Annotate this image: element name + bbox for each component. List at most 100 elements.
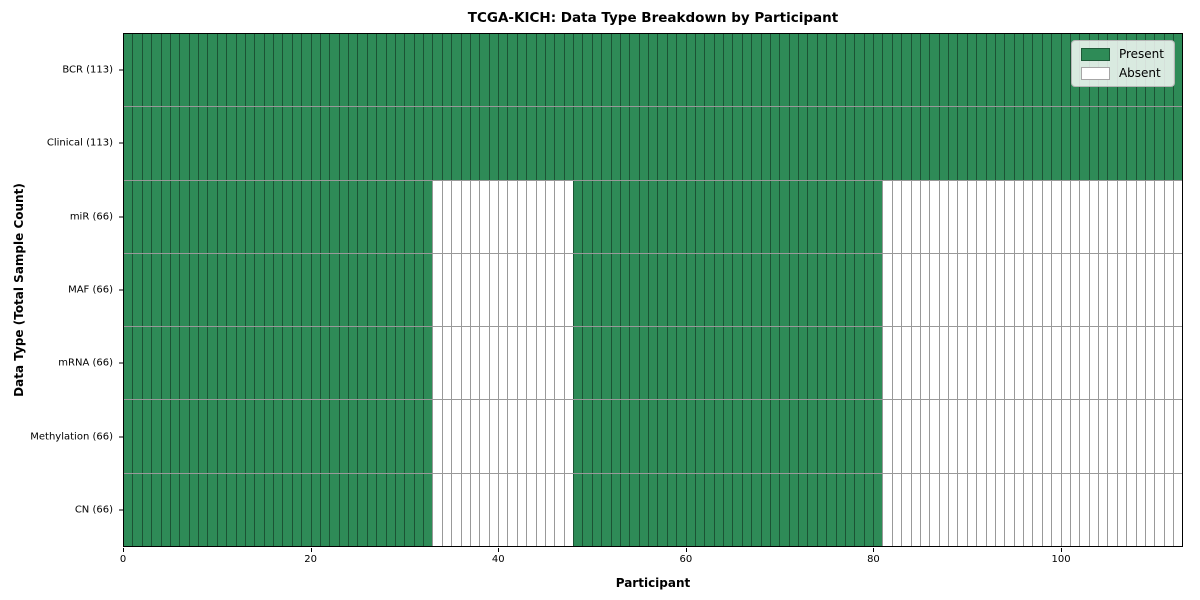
cell-absent xyxy=(507,473,517,546)
cell-present xyxy=(676,253,686,327)
cell-absent xyxy=(919,180,930,253)
cell-present xyxy=(873,107,883,180)
cell-present xyxy=(235,34,245,107)
cell-present xyxy=(160,180,170,253)
cell-present xyxy=(816,473,827,546)
cell-present xyxy=(301,327,311,400)
cell-present xyxy=(338,34,348,107)
cell-present xyxy=(873,473,883,546)
cell-present xyxy=(244,34,255,107)
cell-present xyxy=(329,253,339,327)
cell-present xyxy=(179,473,189,546)
cell-absent xyxy=(469,473,480,546)
cell-present xyxy=(376,107,386,180)
cell-present xyxy=(124,180,133,253)
cell-absent xyxy=(1023,400,1033,473)
cell-present xyxy=(124,473,133,546)
cell-absent xyxy=(507,400,517,473)
cell-present xyxy=(404,253,414,327)
cell-present xyxy=(694,400,705,473)
cell-absent xyxy=(1126,253,1136,327)
cell-present xyxy=(713,327,723,400)
cell-present xyxy=(638,180,648,253)
cell-present xyxy=(854,180,864,253)
cell-absent xyxy=(910,400,920,473)
cell-absent xyxy=(1116,180,1127,253)
cell-present xyxy=(610,327,620,400)
cell-present xyxy=(835,253,845,327)
cell-present xyxy=(629,400,639,473)
cell-absent xyxy=(1135,400,1145,473)
cell-present xyxy=(413,400,423,473)
plot-area: Present Absent xyxy=(123,33,1183,547)
cell-present xyxy=(404,107,414,180)
cell-present xyxy=(741,473,752,546)
cell-present xyxy=(938,34,948,107)
cell-absent xyxy=(1126,473,1136,546)
cell-absent xyxy=(1004,180,1014,253)
cell-present xyxy=(273,327,283,400)
cell-present xyxy=(769,180,780,253)
cell-absent xyxy=(938,327,948,400)
cell-present xyxy=(844,327,855,400)
cell-absent xyxy=(469,253,480,327)
cell-present xyxy=(573,327,583,400)
cell-absent xyxy=(1004,327,1014,400)
cell-present xyxy=(854,400,864,473)
cell-absent xyxy=(544,400,555,473)
cell-present xyxy=(713,473,723,546)
cell-absent xyxy=(1135,180,1145,253)
cell-present xyxy=(798,180,808,253)
cell-present xyxy=(301,107,311,180)
cell-absent xyxy=(1051,400,1061,473)
cell-present xyxy=(198,473,208,546)
cell-present xyxy=(160,400,170,473)
cell-absent xyxy=(901,473,911,546)
cell-absent xyxy=(1079,327,1089,400)
cell-present xyxy=(863,327,873,400)
cell-present xyxy=(760,107,770,180)
cell-present xyxy=(901,107,911,180)
cell-present xyxy=(282,107,292,180)
cell-present xyxy=(423,473,433,546)
cell-present xyxy=(985,107,995,180)
cell-present xyxy=(826,400,836,473)
cell-present xyxy=(451,34,461,107)
cell-absent xyxy=(938,473,948,546)
cell-present xyxy=(554,107,564,180)
cell-present xyxy=(357,327,367,400)
cell-present xyxy=(966,107,977,180)
cell-present xyxy=(357,473,367,546)
cell-absent xyxy=(507,327,517,400)
cell-present xyxy=(666,180,677,253)
cell-present xyxy=(188,253,198,327)
x-tick-mark xyxy=(1061,548,1063,552)
cell-present xyxy=(244,107,255,180)
cell-absent xyxy=(985,180,995,253)
cell-absent xyxy=(1060,180,1070,253)
cell-present xyxy=(648,473,658,546)
cell-present xyxy=(282,400,292,473)
cell-present xyxy=(713,253,723,327)
cell-present xyxy=(713,180,723,253)
cell-absent xyxy=(976,473,986,546)
cell-present xyxy=(994,34,1005,107)
cell-present xyxy=(854,34,864,107)
cell-present xyxy=(404,180,414,253)
cell-present xyxy=(282,327,292,400)
x-tick-label: 0 xyxy=(119,554,127,565)
cell-present xyxy=(263,400,273,473)
legend: Present Absent xyxy=(1070,40,1175,87)
cell-present xyxy=(657,327,667,400)
cell-present xyxy=(291,400,302,473)
cell-present xyxy=(423,253,433,327)
cell-absent xyxy=(891,400,902,473)
cell-absent xyxy=(919,473,930,546)
cell-absent xyxy=(516,473,527,546)
cell-present xyxy=(413,34,423,107)
cell-present xyxy=(676,400,686,473)
cell-absent xyxy=(938,180,948,253)
cell-absent xyxy=(554,253,564,327)
cell-absent xyxy=(460,400,470,473)
cell-present xyxy=(348,253,358,327)
